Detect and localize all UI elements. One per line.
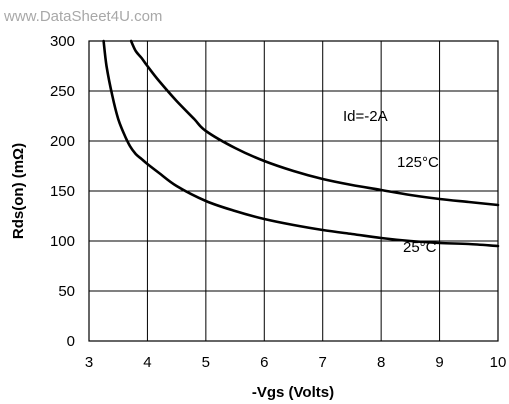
y-tick-label: 150: [50, 183, 75, 200]
y-tick-label: 50: [58, 283, 75, 300]
x-tick-label: 6: [260, 354, 268, 371]
x-tick-label: 3: [85, 354, 93, 371]
x-axis-title: -Vgs (Volts): [252, 384, 334, 401]
watermark-text: www.DataSheet4U.com: [4, 8, 163, 25]
grid-layer: [89, 41, 498, 341]
x-tick-label: 5: [202, 354, 210, 371]
series-line-125c: [129, 39, 500, 207]
plot-frame: [88, 40, 499, 342]
x-tick-label: 9: [435, 354, 443, 371]
curve-layer: [102, 39, 500, 248]
condition-annotation: Id=-2A: [343, 108, 388, 125]
series-line-25c: [102, 39, 500, 248]
series-label-25c: 25°C: [403, 239, 437, 256]
y-tick-label: 200: [50, 133, 75, 150]
series-label-125c: 125°C: [397, 154, 439, 171]
y-tick-label: 250: [50, 83, 75, 100]
x-tick-label: 7: [319, 354, 327, 371]
y-tick-label: 100: [50, 233, 75, 250]
x-tick-label: 10: [490, 354, 507, 371]
x-tick-label: 8: [377, 354, 385, 371]
y-axis-title: Rds(on) (mΩ): [10, 143, 27, 239]
x-tick-label: 4: [143, 354, 151, 371]
y-tick-label: 0: [67, 333, 75, 350]
y-tick-label: 300: [50, 33, 75, 50]
